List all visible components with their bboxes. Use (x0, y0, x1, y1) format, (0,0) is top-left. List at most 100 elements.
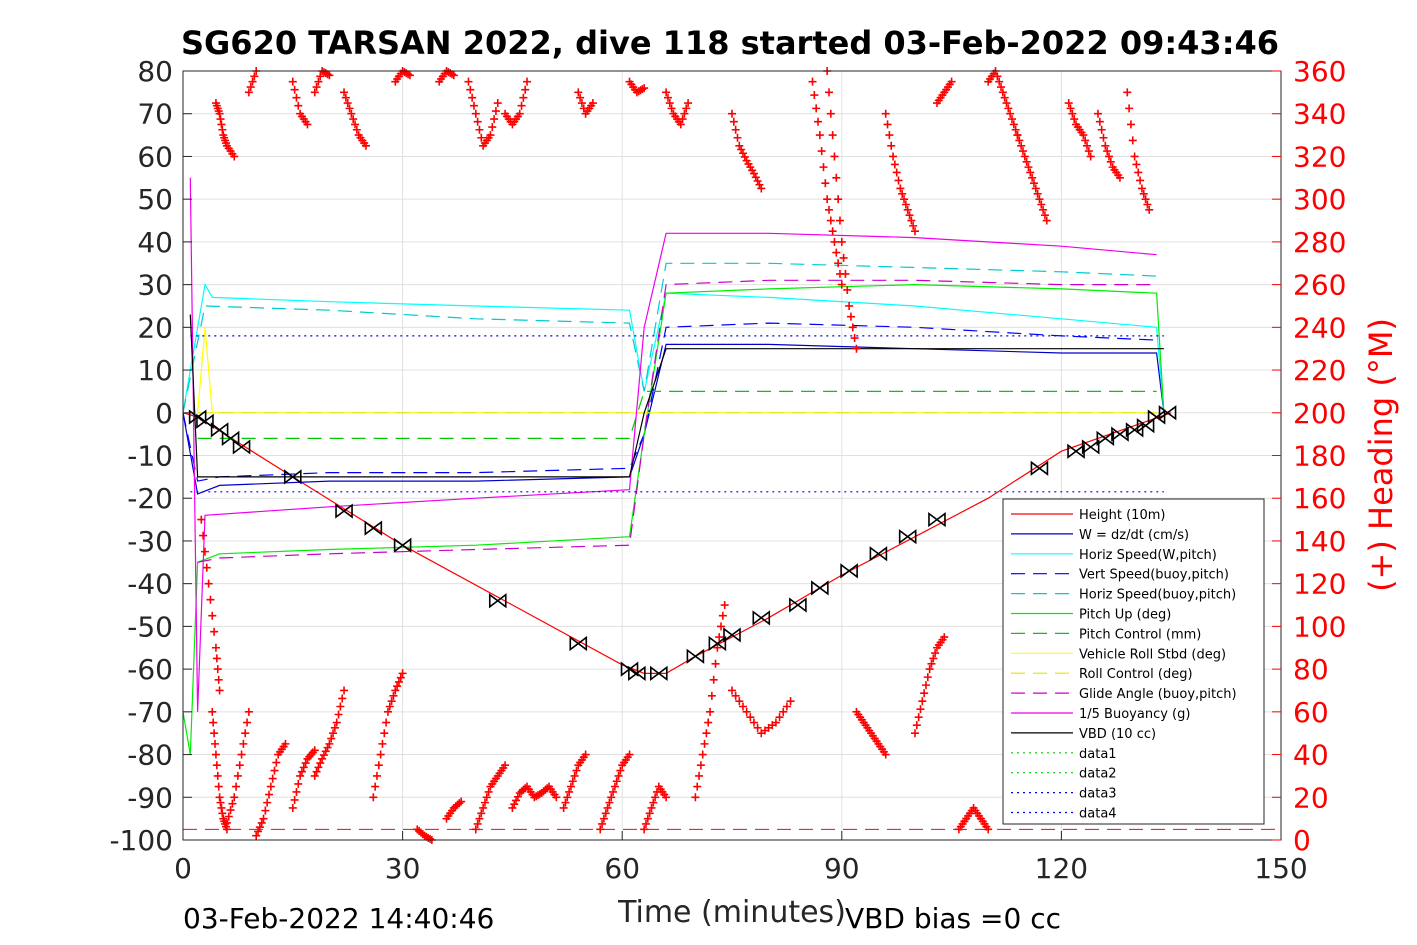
heading-point (835, 216, 844, 225)
heading-point (457, 797, 466, 806)
heading-point (1125, 104, 1134, 113)
heading-point (702, 729, 711, 738)
legend-label: data3 (1079, 787, 1117, 802)
x-tick-label: 120 (1035, 852, 1088, 885)
heading-point (1104, 152, 1113, 161)
heading-point (568, 777, 577, 786)
heading-point (385, 702, 394, 711)
heading-point (1123, 88, 1132, 97)
heading-point (728, 686, 736, 695)
y-tick-label-right: 20 (1293, 781, 1329, 814)
heading-point (268, 774, 277, 783)
heading-point (819, 163, 828, 172)
heading-point (566, 782, 575, 791)
heading-point (771, 718, 780, 727)
heading-point (466, 85, 475, 94)
heading-point (898, 189, 907, 198)
heading-point (775, 713, 784, 722)
y-tick-label-left: 60 (137, 140, 173, 173)
heading-point (383, 707, 392, 716)
heading-point (735, 141, 744, 150)
x-tick-label: 0 (174, 852, 192, 885)
heading-point (837, 280, 846, 289)
heading-point (210, 627, 219, 636)
heading-point (846, 312, 855, 321)
heading-point (213, 665, 222, 674)
depth-marker (708, 635, 727, 652)
heading-point (782, 702, 791, 711)
legend-label: data1 (1079, 747, 1117, 762)
heading-point (281, 739, 290, 748)
heading-point (244, 88, 253, 97)
heading-point (389, 691, 398, 700)
heading-point (830, 237, 839, 246)
heading-point (909, 221, 918, 230)
heading-point (426, 834, 435, 843)
heading-point (519, 93, 528, 102)
legend-label: Glide Angle (buoy,pitch) (1079, 687, 1237, 702)
legend-label: 1/5 Buoyancy (g) (1079, 707, 1190, 722)
heading-point (513, 792, 522, 801)
heading-point (616, 766, 625, 775)
depth-marker (686, 648, 705, 664)
heading-point (484, 787, 493, 796)
y-tick-label-right: 120 (1293, 568, 1346, 601)
depth-marker (364, 520, 383, 536)
heading-point (641, 819, 650, 828)
heading-point (336, 702, 345, 711)
heading-point (749, 169, 758, 178)
heading-point (515, 109, 524, 118)
heading-point (312, 83, 321, 92)
heading-point (490, 115, 499, 124)
heading-point (676, 120, 685, 129)
heading-point (929, 654, 938, 663)
legend: Height (10m) W = dz/dt (cm/s) Horiz Speed(… (1002, 498, 1265, 825)
depth-marker (869, 546, 888, 562)
y-tick-label-left: -80 (127, 739, 173, 772)
legend-label: Vehicle Roll Stbd (deg) (1079, 647, 1226, 662)
heading-point (923, 673, 932, 682)
heading-point (832, 173, 841, 182)
heading-point (1031, 184, 1040, 193)
heading-point (916, 705, 925, 714)
heading-point (512, 796, 521, 805)
heading-point (1099, 133, 1108, 142)
heading-point (1022, 157, 1031, 166)
heading-point (471, 109, 480, 118)
heading-point (1017, 141, 1026, 150)
heading-point (228, 799, 237, 808)
heading-point (1007, 115, 1016, 124)
heading-point (288, 77, 297, 86)
heading-point (691, 793, 700, 802)
y-tick-label-left: 70 (137, 98, 173, 131)
heading-point (717, 622, 726, 631)
heading-point (1040, 211, 1049, 220)
heading-point (371, 782, 380, 791)
y-tick-label-right: 60 (1293, 696, 1329, 729)
heading-point (510, 800, 519, 809)
heading-point (824, 205, 833, 214)
heading-point (349, 115, 358, 124)
heading-point (394, 677, 403, 686)
heading-point (404, 70, 413, 79)
heading-point (845, 301, 854, 310)
heading-point (665, 99, 674, 108)
heading-point (746, 713, 755, 722)
heading-point (680, 109, 689, 118)
heading-point (508, 803, 517, 812)
heading-point (995, 77, 1004, 86)
footer-timestamp: 03-Feb-2022 14:40:46 (183, 902, 494, 935)
heading-point (1132, 160, 1141, 169)
heading-point (1064, 99, 1073, 108)
x-tick-label: 90 (824, 852, 860, 885)
heading-point (901, 200, 910, 209)
heading-point (609, 787, 618, 796)
heading-point (501, 761, 510, 770)
y-tick-label-right: 320 (1293, 140, 1346, 173)
heading-point (751, 173, 760, 182)
heading-point (998, 88, 1007, 97)
heading-point (757, 184, 766, 193)
heading-point (215, 793, 224, 802)
heading-point (237, 750, 246, 759)
heading-point (645, 809, 654, 818)
